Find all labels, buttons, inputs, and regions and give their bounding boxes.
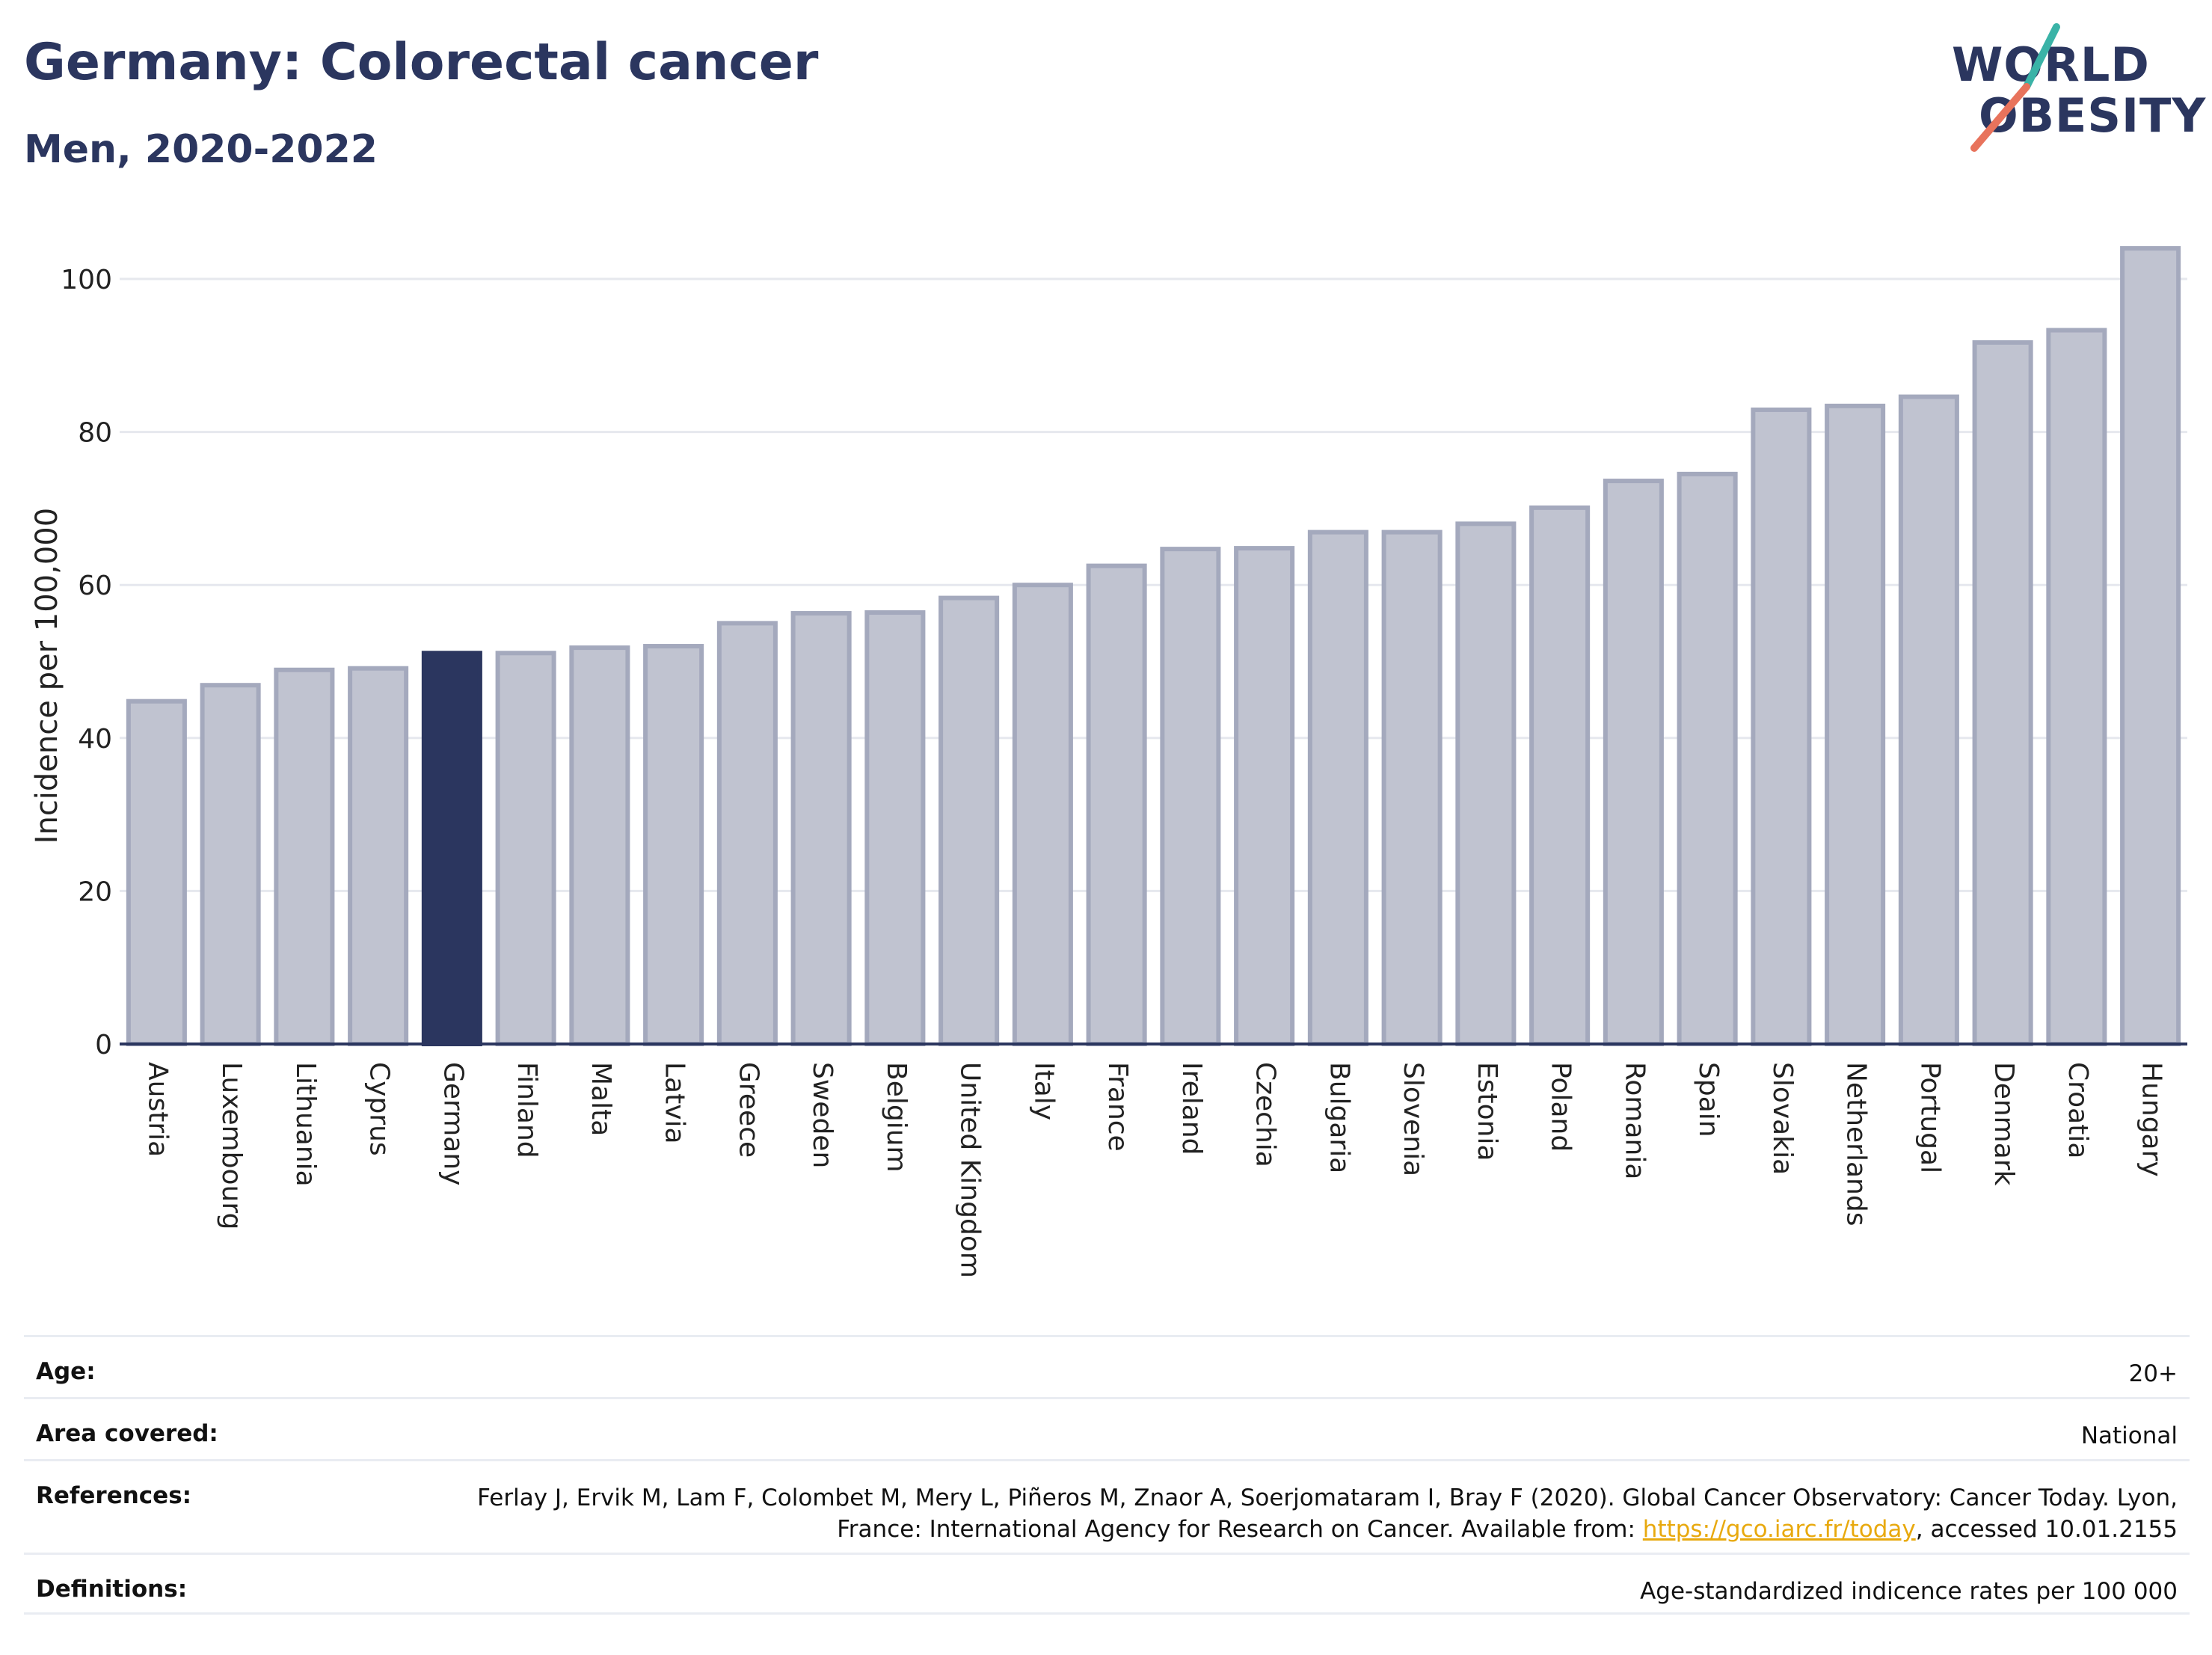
- x-tick-label: Spain: [1693, 1062, 1724, 1137]
- bar-slovakia: [1751, 407, 1812, 1047]
- age-value: 20+: [2128, 1360, 2178, 1387]
- x-tick-label: Slovakia: [1767, 1062, 1798, 1175]
- bar-slovenia: [1381, 529, 1443, 1047]
- x-tick-label: Portugal: [1914, 1062, 1945, 1173]
- x-tick-label: Bulgaria: [1324, 1062, 1354, 1173]
- meta-row-age: Age: 20+: [24, 1335, 2190, 1397]
- x-axis-ticks: Austria Luxembourg Lithuania Cyprus Germany F…: [142, 1062, 2166, 1278]
- bar-sweden: [790, 611, 852, 1046]
- area-label: Area covered:: [36, 1420, 218, 1447]
- definitions-value: Age-standardized indicence rates per 100…: [1640, 1578, 2178, 1605]
- y-tick-label: 40: [78, 724, 112, 755]
- meta-row-area: Area covered: National: [24, 1397, 2190, 1459]
- bar-italy: [1012, 583, 1073, 1046]
- bar-belgium: [864, 610, 926, 1046]
- definitions-label: Definitions:: [36, 1576, 188, 1603]
- y-tick-label: 60: [78, 571, 112, 601]
- x-tick-label: Latvia: [660, 1062, 690, 1144]
- x-tick-label: Malta: [586, 1062, 616, 1136]
- x-tick-label: Germany: [437, 1062, 468, 1185]
- bar-finland: [495, 651, 556, 1046]
- x-tick-label: Czechia: [1250, 1062, 1281, 1167]
- y-axis-label: Incidence per 100,000: [30, 508, 64, 844]
- x-tick-label: Luxembourg: [216, 1062, 247, 1229]
- bar-estonia: [1455, 521, 1517, 1046]
- references-link[interactable]: https://gco.iarc.fr/today: [1642, 1516, 1916, 1543]
- bar-france: [1086, 563, 1147, 1046]
- logo-slash-icon: [1970, 23, 2060, 152]
- x-tick-label: Denmark: [1988, 1062, 2019, 1186]
- bar-germany: [421, 651, 482, 1046]
- bar-bulgaria: [1307, 529, 1368, 1047]
- x-tick-label: Greece: [733, 1062, 764, 1158]
- x-tick-label: Finland: [511, 1062, 542, 1158]
- x-tick-label: Romania: [1619, 1062, 1650, 1179]
- y-tick-label: 100: [61, 265, 112, 295]
- x-tick-label: Ireland: [1176, 1062, 1207, 1155]
- x-tick-label: Austria: [142, 1062, 173, 1157]
- x-tick-label: Poland: [1546, 1062, 1576, 1152]
- y-axis-ticks: 0 20 40 60 80 100: [61, 265, 112, 1060]
- references-text-part1: Ferlay J, Ervik M, Lam F, Colombet M, Me…: [477, 1484, 2178, 1543]
- x-tick-label: France: [1102, 1062, 1133, 1152]
- bar-poland: [1529, 505, 1591, 1046]
- meta-row-definitions: Definitions: Age-standardized indicence …: [24, 1553, 2190, 1615]
- metadata-table: Age: 20+ Area covered: National Referenc…: [24, 1335, 2190, 1615]
- bar-portugal: [1898, 394, 1959, 1046]
- bar-austria: [126, 698, 187, 1046]
- x-tick-label: Netherlands: [1841, 1062, 1872, 1226]
- x-tick-label: Cyprus: [364, 1062, 395, 1156]
- references-label: References:: [36, 1482, 192, 1509]
- meta-row-references: References: Ferlay J, Ervik M, Lam F, Co…: [24, 1459, 2190, 1553]
- x-tick-label: Croatia: [2062, 1062, 2093, 1158]
- bar-hungary: [2120, 246, 2181, 1047]
- bar-greece: [716, 621, 778, 1046]
- x-tick-label: Slovenia: [1398, 1062, 1428, 1176]
- area-value: National: [2080, 1422, 2178, 1449]
- bar-latvia: [643, 644, 704, 1046]
- y-tick-label: 0: [95, 1030, 112, 1060]
- x-tick-label: Hungary: [2136, 1062, 2167, 1177]
- bar-denmark: [1972, 340, 2033, 1046]
- y-tick-label: 80: [78, 418, 112, 449]
- x-tick-label: Belgium: [881, 1062, 912, 1173]
- x-tick-label: United Kingdom: [955, 1062, 986, 1278]
- bar-ireland: [1160, 547, 1221, 1046]
- world-obesity-logo: WORLD OBESITY: [1952, 21, 2205, 159]
- bar-luxembourg: [200, 683, 261, 1046]
- references-text-part2: , accessed 10.01.2155: [1915, 1516, 2178, 1543]
- x-tick-label: Sweden: [807, 1062, 838, 1168]
- x-tick-label: Italy: [1028, 1062, 1059, 1120]
- bar-malta: [569, 645, 630, 1046]
- bar-spain: [1677, 471, 1738, 1046]
- x-tick-label: Lithuania: [290, 1062, 321, 1187]
- bars: [126, 246, 2181, 1047]
- references-value: Ferlay J, Ervik M, Lam F, Colombet M, Me…: [458, 1482, 2178, 1545]
- age-label: Age:: [36, 1358, 96, 1385]
- bar-czechia: [1234, 546, 1295, 1046]
- bar-cyprus: [348, 666, 409, 1046]
- x-tick-label: Estonia: [1472, 1062, 1502, 1161]
- bar-croatia: [2046, 328, 2107, 1046]
- bar-romania: [1603, 479, 1664, 1046]
- bar-united-kingdom: [938, 595, 1000, 1046]
- page-title: Germany: Colorectal cancer: [24, 33, 819, 92]
- y-tick-label: 20: [78, 876, 112, 907]
- bar-netherlands: [1825, 403, 1886, 1046]
- page-subtitle: Men, 2020-2022: [24, 127, 378, 172]
- bar-lithuania: [274, 667, 335, 1046]
- bar-chart: 0 20 40 60 80 100 Austria Luxembourg Lithuania C…: [30, 246, 2187, 1278]
